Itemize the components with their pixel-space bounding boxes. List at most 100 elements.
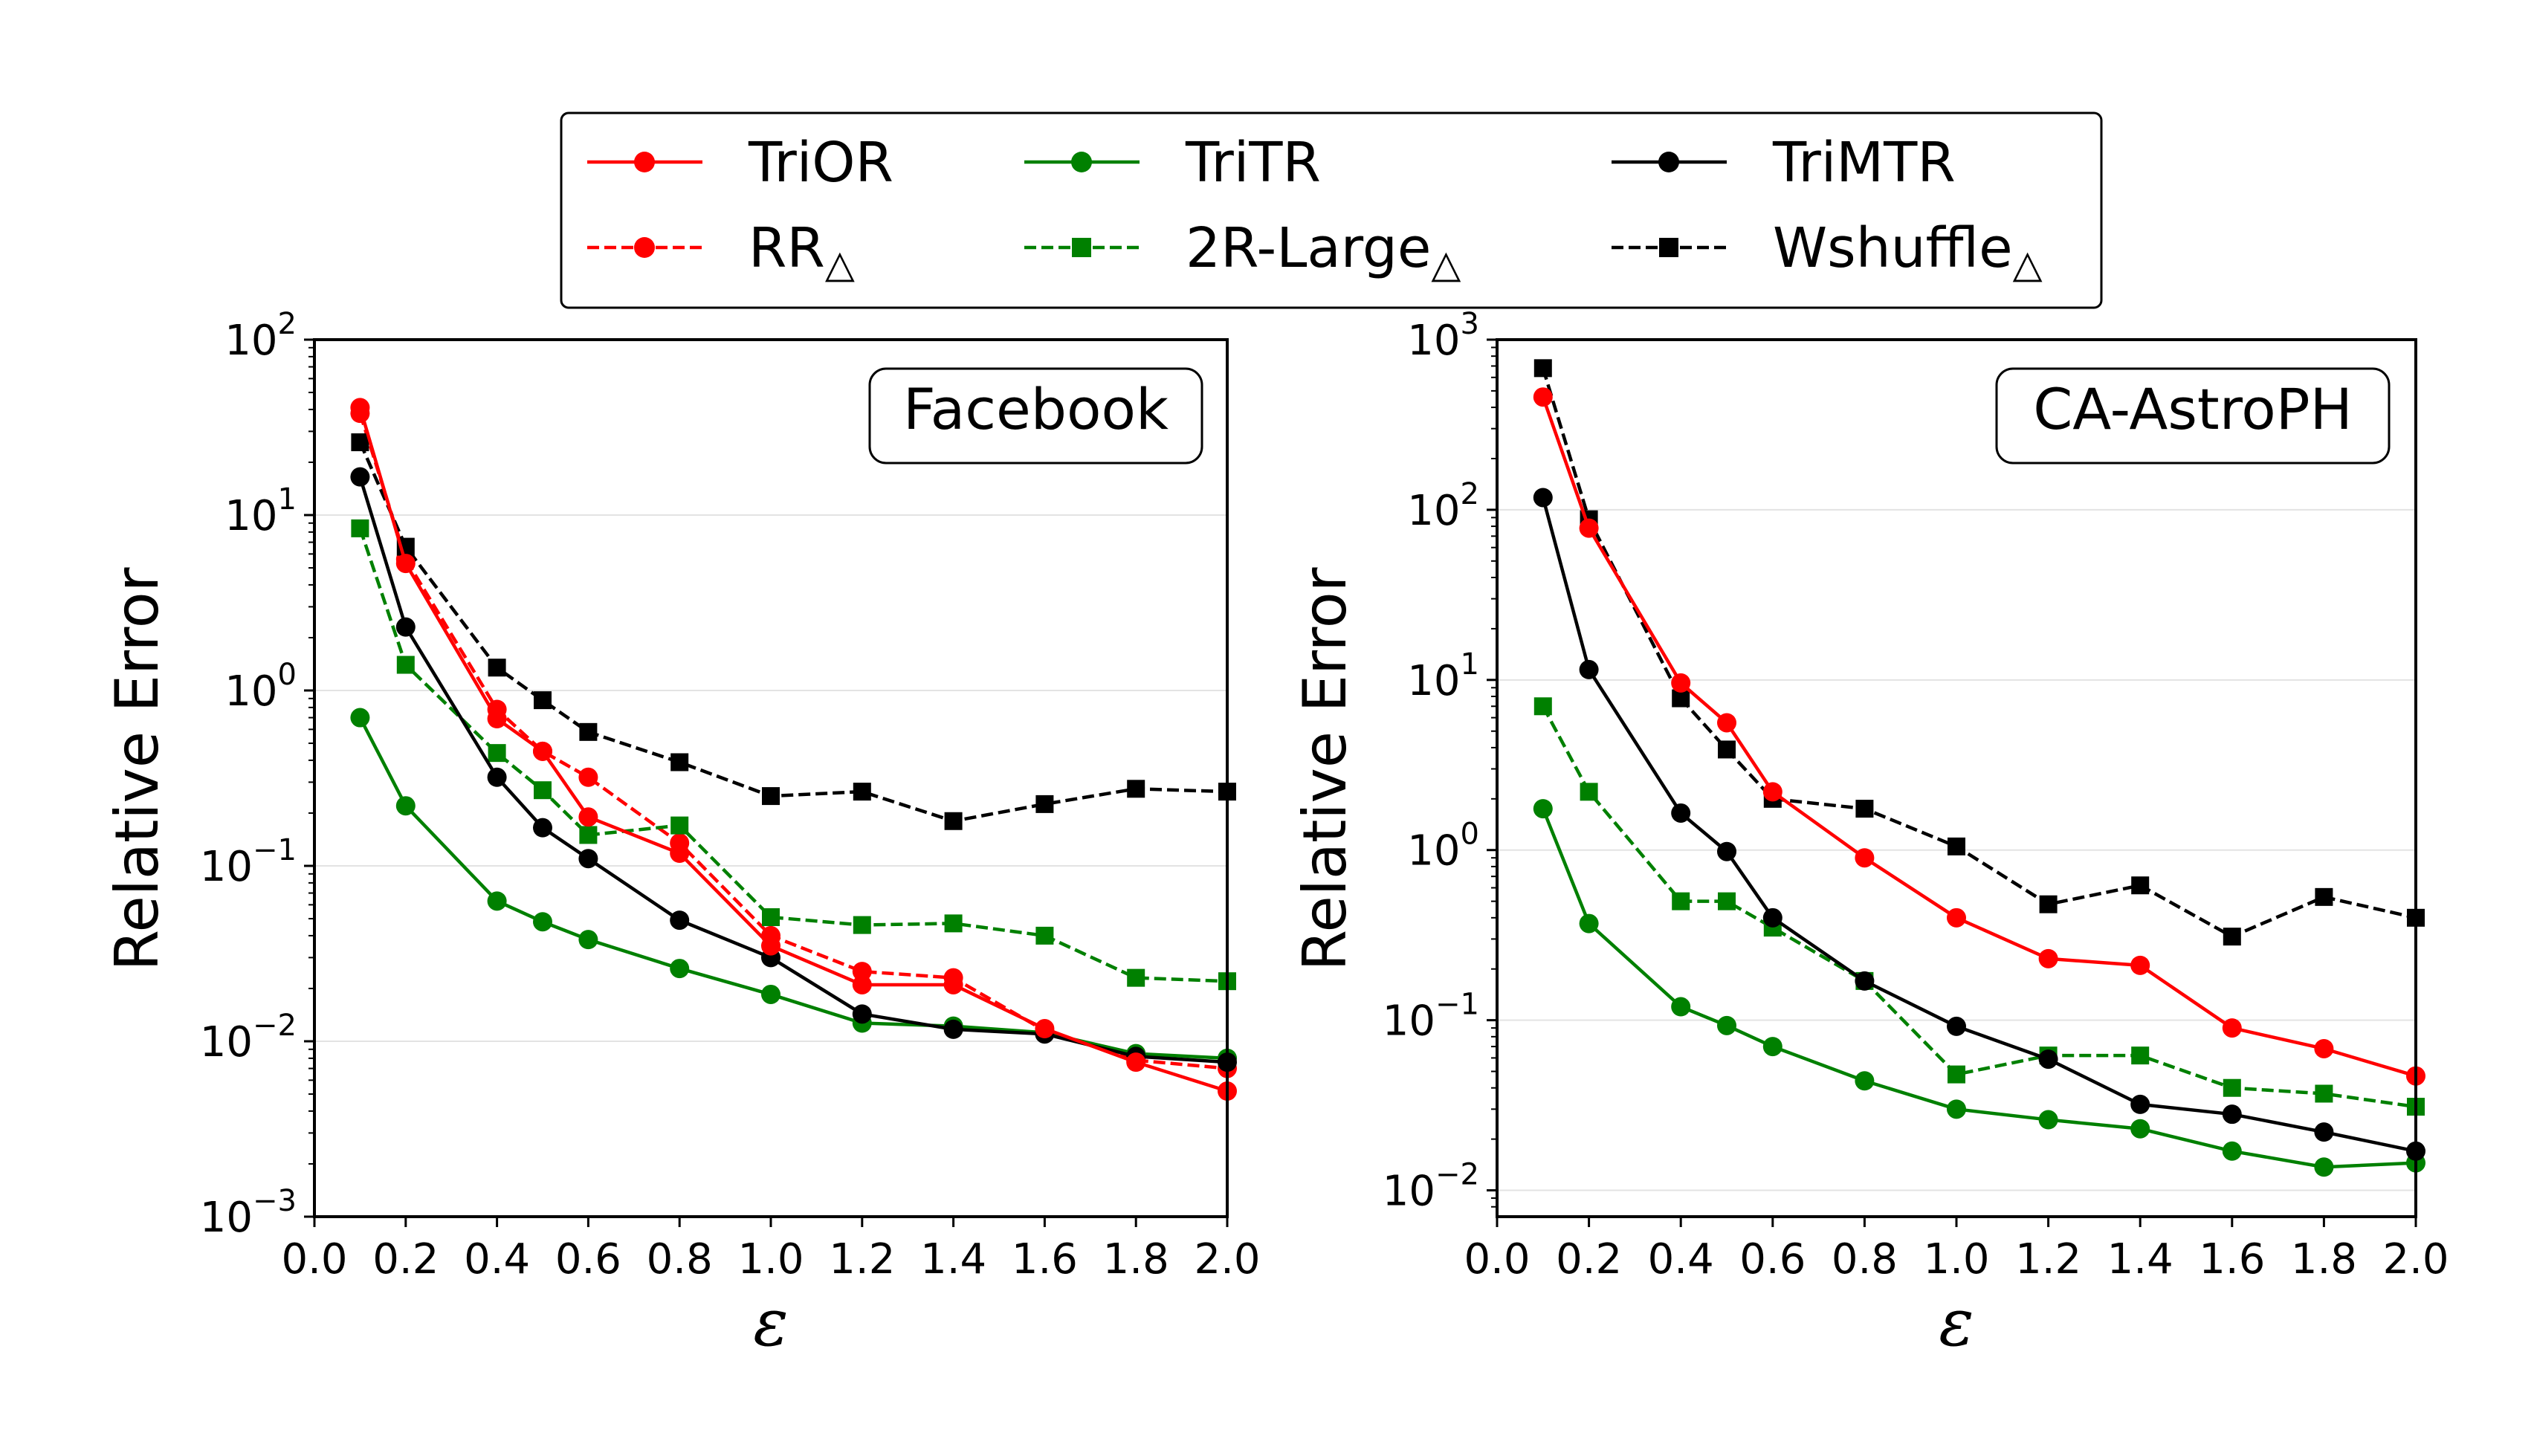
panel-label-ca-astroph: CA-AstroPH bbox=[2033, 376, 2353, 442]
legend-entry-trior: TriOR bbox=[587, 131, 893, 195]
data-point bbox=[670, 816, 689, 835]
y-tick-label: 101 bbox=[1407, 647, 1479, 705]
data-point bbox=[1717, 713, 1736, 733]
data-point bbox=[1718, 740, 1736, 759]
data-point bbox=[853, 916, 871, 934]
data-point bbox=[2222, 1018, 2242, 1038]
data-point bbox=[2131, 876, 2150, 895]
data-point bbox=[852, 962, 872, 982]
data-point bbox=[2131, 1046, 2150, 1065]
y-tick-label: 103 bbox=[1407, 307, 1479, 365]
data-point bbox=[395, 554, 416, 574]
data-point bbox=[1035, 926, 1054, 945]
data-point bbox=[1948, 837, 1965, 855]
series-wshuffle bbox=[351, 433, 1236, 830]
series-tritr bbox=[1533, 799, 2425, 1177]
legend-label: RR△ bbox=[749, 216, 855, 287]
data-point bbox=[2130, 955, 2150, 975]
legend-marker bbox=[1072, 238, 1091, 257]
y-tick-label: 101 bbox=[224, 482, 297, 540]
data-point bbox=[1762, 907, 1782, 928]
data-point bbox=[534, 781, 552, 800]
x-tick-label: 0.2 bbox=[1556, 1235, 1622, 1284]
data-point bbox=[578, 767, 598, 787]
x-tick-label: 0.4 bbox=[1648, 1235, 1714, 1284]
data-point bbox=[1533, 488, 1553, 508]
data-point bbox=[944, 812, 963, 830]
legend-label: 2R-Large△ bbox=[1186, 216, 1461, 287]
data-point bbox=[1127, 780, 1145, 798]
data-point bbox=[487, 891, 507, 911]
panel-label-facebook: Facebook bbox=[903, 376, 1169, 442]
data-point bbox=[1947, 1099, 1966, 1119]
plot-frame bbox=[1496, 338, 2417, 1218]
legend-label: TriOR bbox=[748, 131, 893, 195]
data-point bbox=[350, 708, 370, 728]
data-point bbox=[1035, 795, 1054, 813]
x-tick-label: 0.0 bbox=[1464, 1235, 1530, 1284]
series-line bbox=[358, 476, 1228, 1064]
legend-entry-wshuffle: Wshuffle△ bbox=[1612, 216, 2043, 287]
data-point bbox=[533, 741, 552, 761]
data-point bbox=[762, 787, 780, 806]
data-point bbox=[350, 398, 370, 418]
data-point bbox=[2223, 928, 2241, 946]
data-point bbox=[761, 936, 780, 956]
series-line bbox=[1541, 367, 2417, 939]
y-axis-label-facebook: Relative Error bbox=[103, 567, 172, 971]
legend-marker bbox=[1659, 238, 1678, 257]
data-point bbox=[670, 959, 690, 979]
plot-area-ca-astroph: 10−2 10−1 100 101 102 103 0.0 0.2 0.4 0.6 0.8 1.0 1.… bbox=[1383, 307, 2449, 1284]
data-point bbox=[351, 433, 369, 452]
x-tick-label: 0.2 bbox=[372, 1235, 439, 1284]
data-point bbox=[534, 691, 552, 710]
series-wshuffle bbox=[1533, 359, 2425, 946]
data-point bbox=[1762, 782, 1782, 802]
x-axis-label-facebook: ε bbox=[753, 1284, 788, 1361]
y-tick-label: 10−2 bbox=[1383, 1158, 1479, 1216]
series-line bbox=[1541, 496, 2417, 1153]
x-axis-label-ca-astroph: ε bbox=[1939, 1284, 1974, 1361]
data-point bbox=[670, 910, 690, 931]
data-point bbox=[2038, 1049, 2058, 1070]
legend: TriOR TriTR TriMTR RR△ 2R-Large△ Wshuffle△ bbox=[560, 111, 2103, 309]
data-point bbox=[1718, 892, 1736, 910]
x-tick-label: 1.8 bbox=[1103, 1235, 1169, 1284]
data-point bbox=[1947, 907, 1966, 928]
data-point bbox=[1717, 841, 1736, 861]
data-point bbox=[2315, 1084, 2333, 1103]
data-point bbox=[762, 908, 780, 927]
legend-entry-rr: RR△ bbox=[587, 216, 855, 287]
legend-marker bbox=[634, 152, 655, 172]
data-point bbox=[533, 912, 552, 932]
data-point bbox=[488, 744, 506, 763]
series-trior bbox=[350, 398, 1237, 1101]
x-tick-label: 1.4 bbox=[920, 1235, 986, 1284]
chart-facebook: 10−3 10−2 10−1 100 101 102 0.0 0.2 0.4 0.6 0.8 1.0 1… bbox=[103, 307, 1261, 1361]
panel-label-box-facebook: Facebook bbox=[868, 367, 1203, 465]
data-point bbox=[1035, 1019, 1055, 1039]
data-point bbox=[1533, 387, 1553, 407]
data-point bbox=[578, 807, 598, 827]
x-tick-label: 1.2 bbox=[2015, 1235, 2081, 1284]
data-point bbox=[2314, 1038, 2334, 1058]
data-point bbox=[2039, 895, 2058, 913]
data-point bbox=[487, 709, 507, 729]
y-tick-label: 100 bbox=[1407, 818, 1479, 876]
data-point bbox=[1127, 968, 1145, 987]
series-trior bbox=[1533, 387, 2425, 1086]
y-tick-label: 10−1 bbox=[200, 833, 297, 891]
x-tick-label: 2.0 bbox=[1194, 1235, 1260, 1284]
y-tick-label: 102 bbox=[1407, 477, 1479, 535]
data-point bbox=[1533, 799, 1553, 819]
data-point bbox=[2130, 1094, 2150, 1114]
data-point bbox=[351, 519, 369, 537]
data-point bbox=[578, 930, 598, 950]
data-point bbox=[852, 1004, 872, 1024]
x-tick-label: 1.8 bbox=[2291, 1235, 2357, 1284]
series-2rlarge bbox=[351, 519, 1236, 991]
x-tick-label: 0.8 bbox=[647, 1235, 713, 1284]
data-point bbox=[1855, 971, 1875, 991]
x-tick-label: 2.0 bbox=[2382, 1235, 2449, 1284]
series-line bbox=[358, 528, 1228, 983]
